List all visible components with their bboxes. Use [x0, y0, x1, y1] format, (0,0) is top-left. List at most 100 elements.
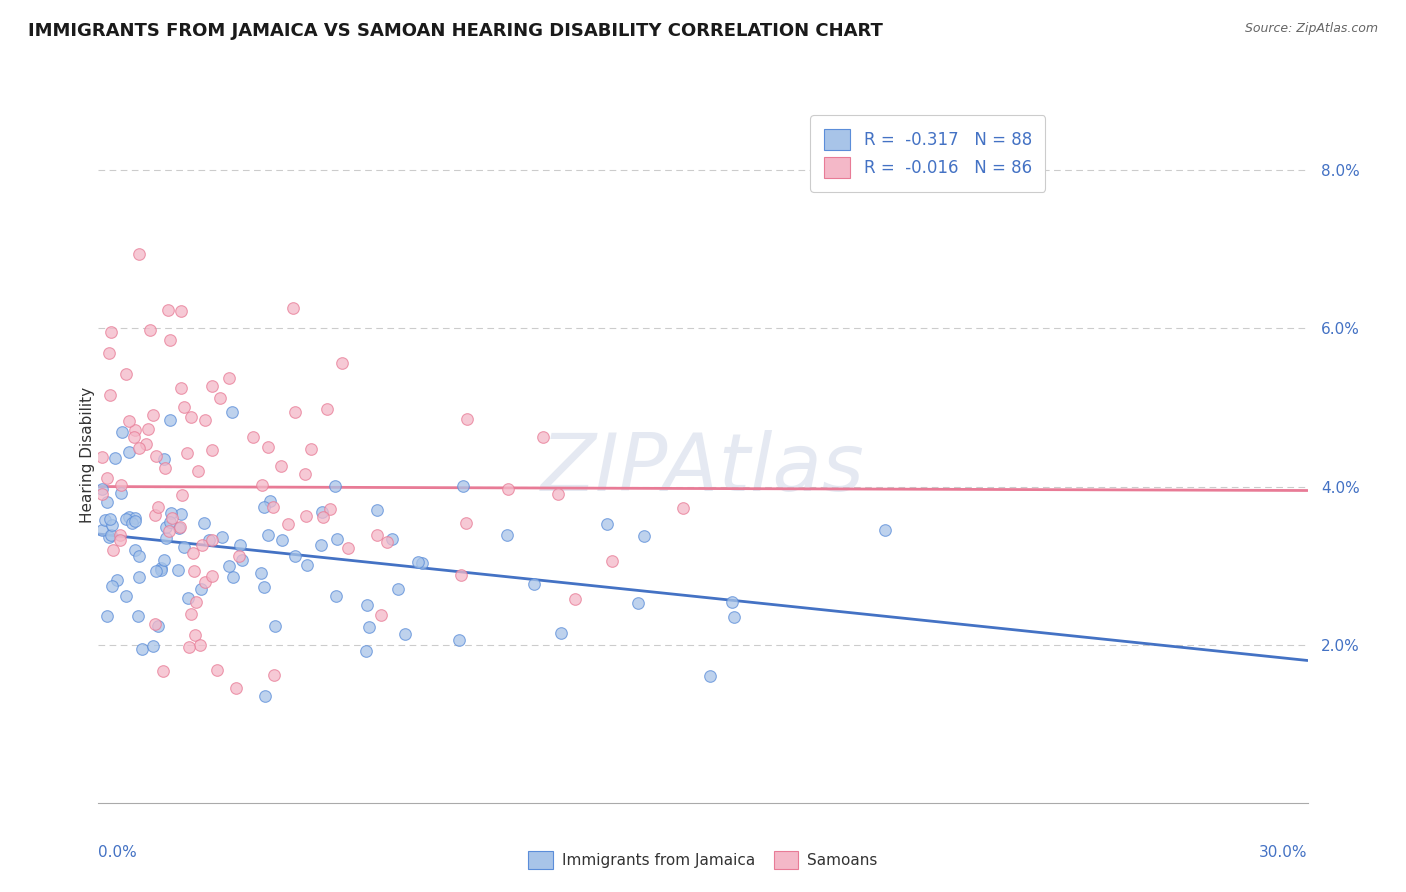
Point	[160, 506, 183, 520]
Point	[94, 513, 117, 527]
Point	[145, 449, 167, 463]
Point	[98, 530, 121, 544]
Point	[111, 425, 134, 439]
Point	[222, 570, 245, 584]
Point	[211, 530, 233, 544]
Point	[128, 442, 150, 456]
Point	[377, 535, 399, 549]
Point	[523, 576, 546, 591]
Point	[699, 669, 721, 683]
Point	[157, 524, 180, 538]
Point	[299, 442, 322, 456]
Point	[325, 590, 347, 604]
Point	[100, 528, 122, 542]
Point	[153, 461, 176, 475]
Point	[498, 482, 520, 496]
Point	[449, 633, 471, 648]
Point	[356, 599, 378, 613]
Point	[180, 410, 202, 425]
Point	[228, 549, 250, 564]
Point	[225, 681, 247, 695]
Point	[218, 371, 240, 385]
Point	[105, 574, 128, 588]
Point	[173, 540, 195, 554]
Point	[190, 582, 212, 597]
Point	[122, 430, 145, 444]
Point	[194, 412, 217, 426]
Point	[148, 500, 170, 514]
Point	[231, 552, 253, 566]
Point	[336, 541, 359, 555]
Point	[326, 532, 349, 546]
Point	[176, 591, 198, 606]
Point	[627, 596, 650, 610]
Point	[91, 523, 114, 537]
Point	[183, 565, 205, 579]
Point	[547, 487, 569, 501]
Point	[323, 479, 346, 493]
Point	[142, 408, 165, 422]
Point	[128, 570, 150, 584]
Point	[309, 538, 332, 552]
Point	[149, 561, 172, 575]
Point	[357, 620, 380, 634]
Point	[633, 528, 655, 542]
Point	[209, 391, 232, 405]
Point	[179, 640, 201, 654]
Text: IMMIGRANTS FROM JAMAICA VS SAMOAN HEARING DISABILITY CORRELATION CHART: IMMIGRANTS FROM JAMAICA VS SAMOAN HEARIN…	[28, 22, 883, 40]
Legend: Immigrants from Jamaica, Samoans: Immigrants from Jamaica, Samoans	[522, 846, 884, 875]
Point	[193, 516, 215, 530]
Point	[127, 608, 149, 623]
Point	[121, 516, 143, 530]
Point	[142, 639, 165, 653]
Point	[370, 608, 392, 623]
Point	[153, 553, 176, 567]
Point	[187, 464, 209, 478]
Point	[145, 565, 167, 579]
Point	[170, 507, 193, 521]
Point	[250, 566, 273, 580]
Point	[143, 508, 166, 522]
Point	[264, 618, 287, 632]
Point	[176, 446, 198, 460]
Point	[98, 387, 121, 401]
Point	[256, 440, 278, 454]
Point	[180, 607, 202, 621]
Point	[254, 690, 277, 704]
Point	[155, 531, 177, 545]
Point	[242, 430, 264, 444]
Point	[110, 478, 132, 492]
Point	[295, 509, 318, 524]
Point	[139, 322, 162, 336]
Point	[184, 628, 207, 642]
Point	[110, 528, 132, 542]
Point	[270, 458, 292, 473]
Point	[128, 549, 150, 563]
Point	[456, 412, 478, 426]
Point	[110, 486, 132, 500]
Point	[271, 533, 294, 548]
Text: Source: ZipAtlas.com: Source: ZipAtlas.com	[1244, 22, 1378, 36]
Point	[188, 638, 211, 652]
Point	[115, 368, 138, 382]
Point	[252, 477, 274, 491]
Point	[315, 402, 337, 417]
Point	[600, 554, 623, 568]
Point	[118, 510, 141, 524]
Point	[101, 518, 124, 533]
Point	[262, 500, 284, 515]
Point	[114, 511, 136, 525]
Point	[311, 505, 333, 519]
Point	[91, 483, 114, 497]
Point	[167, 521, 190, 535]
Point	[253, 500, 276, 515]
Point	[257, 528, 280, 542]
Point	[101, 579, 124, 593]
Point	[157, 303, 180, 318]
Point	[91, 450, 114, 465]
Point	[205, 663, 228, 677]
Point	[454, 516, 477, 530]
Point	[201, 568, 224, 582]
Point	[191, 538, 214, 552]
Point	[124, 543, 146, 558]
